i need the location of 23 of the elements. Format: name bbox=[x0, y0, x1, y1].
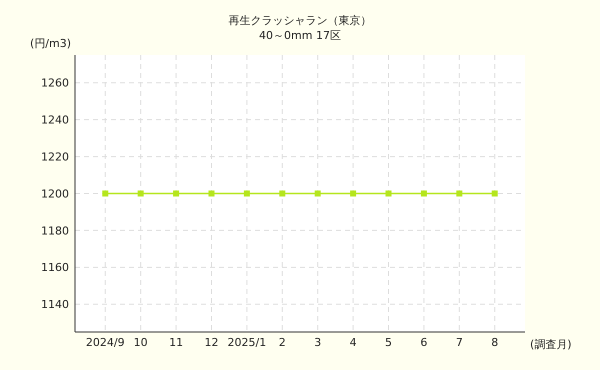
y-tick-label: 1180 bbox=[41, 224, 69, 238]
y-tick-label: 1200 bbox=[41, 187, 69, 200]
x-tick-label: 11 bbox=[169, 336, 184, 349]
x-tick-label: 12 bbox=[204, 336, 218, 349]
x-tick-label: 2024/9 bbox=[86, 336, 125, 349]
x-tick-label: 7 bbox=[456, 336, 463, 349]
chart-subtitle: 40～0mm 17区 bbox=[259, 29, 341, 42]
x-tick-label: 8 bbox=[491, 336, 498, 349]
y-tick-label: 1220 bbox=[41, 150, 69, 164]
chart-title: 再生クラッシャラン（東京） bbox=[228, 14, 372, 27]
y-axis-title: (円/m3) bbox=[30, 37, 72, 50]
x-tick-label: 4 bbox=[350, 336, 357, 349]
y-tick-label: 1160 bbox=[41, 261, 69, 274]
y-tick-label: 1260 bbox=[41, 76, 69, 90]
x-axis-title: (調査月) bbox=[530, 338, 572, 351]
x-tick-label: 10 bbox=[134, 336, 148, 349]
x-tick-label: 5 bbox=[385, 336, 392, 349]
x-tick-label: 2025/1 bbox=[228, 336, 266, 349]
y-tick-label: 1140 bbox=[41, 298, 69, 312]
y-tick-label: 1240 bbox=[41, 113, 69, 126]
x-tick-label: 3 bbox=[314, 336, 322, 349]
x-tick-label: 2 bbox=[278, 336, 286, 349]
x-tick-label: 6 bbox=[420, 336, 428, 349]
